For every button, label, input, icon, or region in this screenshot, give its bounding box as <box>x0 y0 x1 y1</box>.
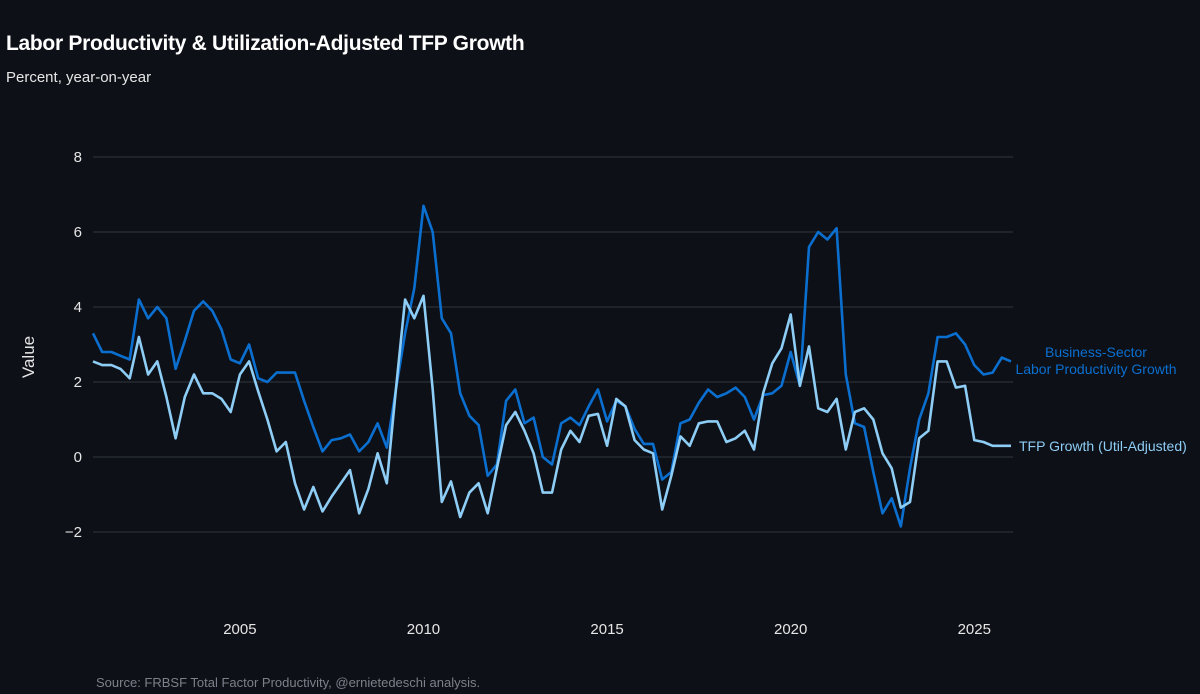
y-tick-label: 4 <box>74 299 82 316</box>
y-tick-label: 8 <box>74 149 82 166</box>
x-tick-label: 2020 <box>774 621 807 638</box>
series-label: Business-Sector <box>1045 344 1147 360</box>
series-label: TFP Growth (Util-Adjusted) <box>1019 438 1187 454</box>
y-axis-ticks: −2 0 2 4 6 8 <box>65 149 82 541</box>
y-axis-label: Value <box>19 336 38 378</box>
series-line-1 <box>92 294 1011 519</box>
x-tick-label: 2015 <box>590 621 623 638</box>
gridlines <box>93 156 1013 533</box>
x-tick-label: 2025 <box>958 621 991 638</box>
series-line-0 <box>91 204 1012 528</box>
y-tick-label: 0 <box>74 449 82 466</box>
x-tick-label: 2010 <box>407 621 440 638</box>
y-tick-label: 6 <box>74 224 82 241</box>
source-note: Source: FRBSF Total Factor Productivity,… <box>96 675 481 690</box>
series-label: Labor Productivity Growth <box>1015 361 1176 377</box>
x-tick-label: 2005 <box>223 621 256 638</box>
y-tick-label: −2 <box>65 524 82 541</box>
chart-title: Labor Productivity & Utilization-Adjuste… <box>6 32 525 55</box>
y-tick-label: 2 <box>74 374 82 391</box>
series-lines <box>91 204 1012 528</box>
chart-subtitle: Percent, year-on-year <box>6 69 152 86</box>
x-axis-ticks: 2005 2010 2015 2020 2025 <box>223 621 991 638</box>
